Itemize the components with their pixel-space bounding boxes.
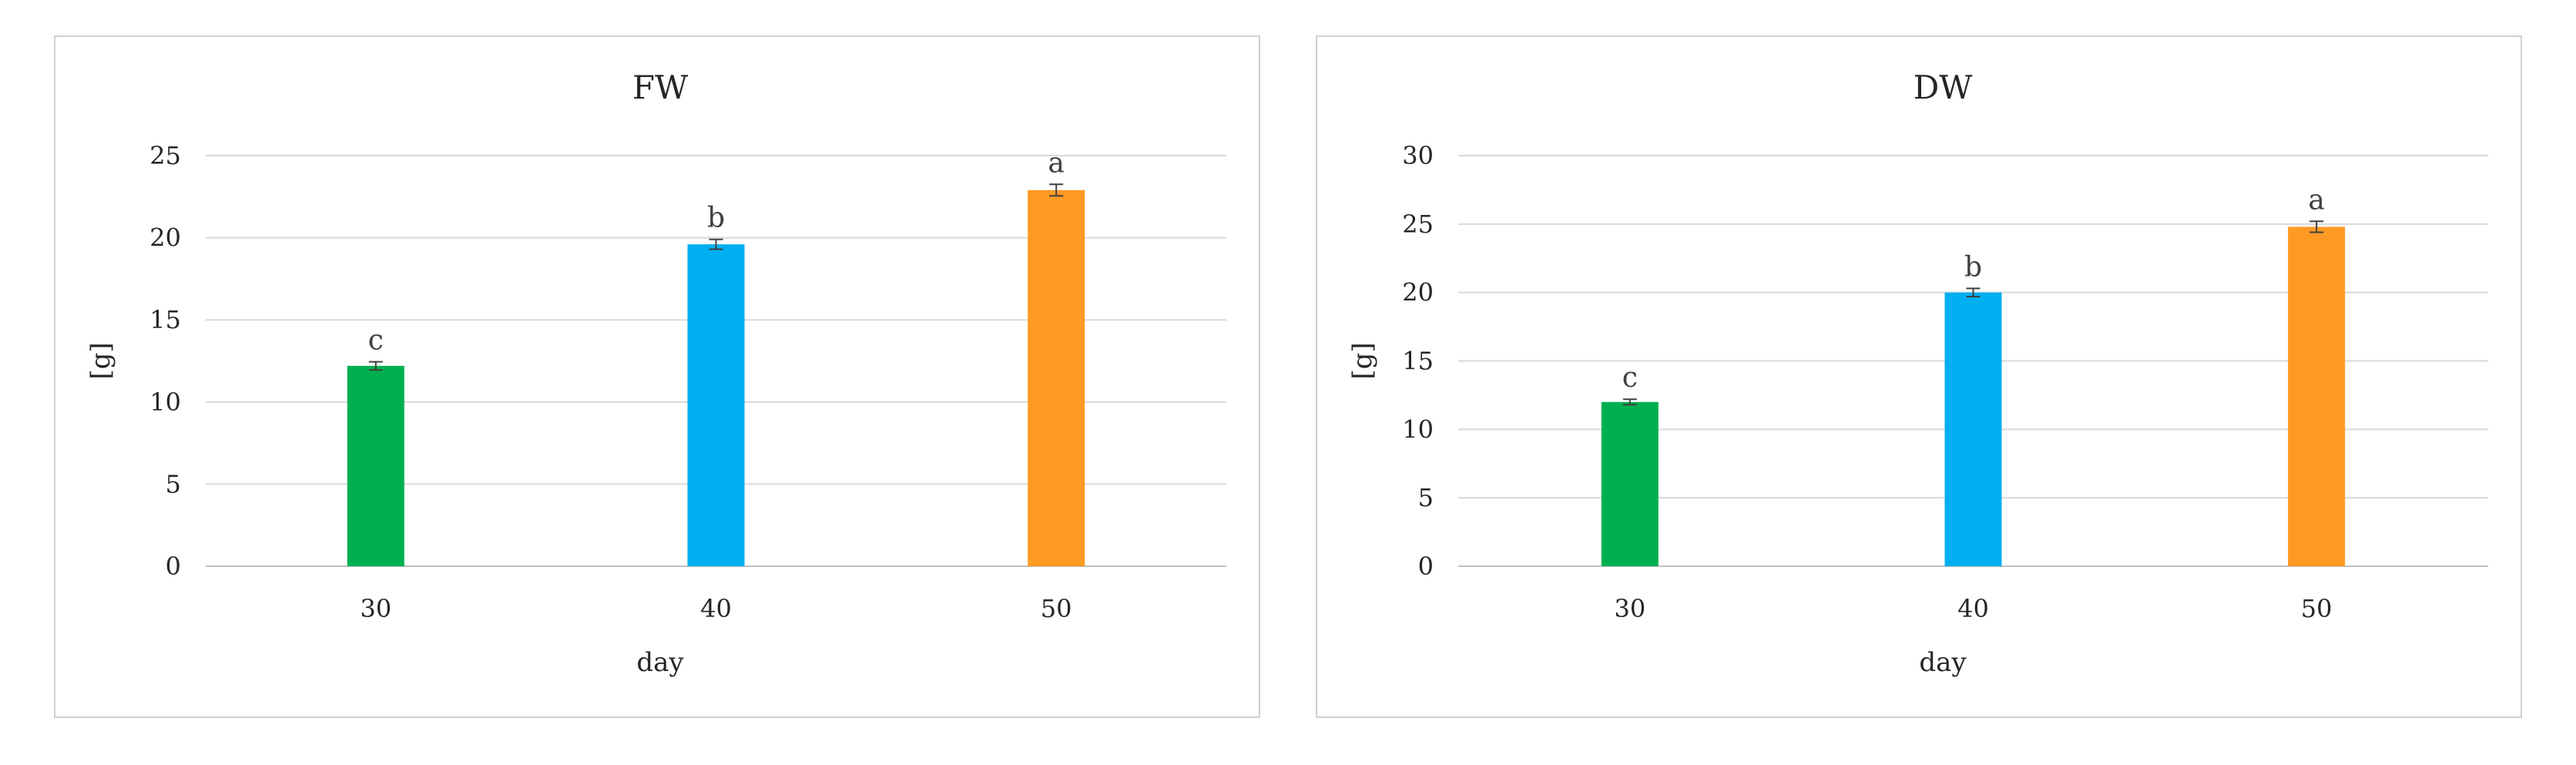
dw-chart-panel: DW 0 5 10 15 20 25 30 c 30 b 40 a 50 day [g]	[1316, 35, 2522, 718]
x-tick-label: 40	[1957, 594, 1989, 623]
y-axis-label: [g]	[1347, 342, 1378, 379]
y-tick-label: 15	[1402, 347, 1434, 376]
chart-title: FW	[632, 69, 689, 106]
significance-letter: b	[707, 203, 725, 234]
y-tick-label: 15	[149, 305, 181, 334]
dw-chart: DW 0 5 10 15 20 25 30 c 30 b 40 a 50 day [g]	[1347, 69, 2488, 678]
x-tick-label: 50	[2301, 594, 2333, 623]
x-tick-label: 50	[1041, 594, 1072, 623]
y-tick-label: 0	[1418, 552, 1434, 581]
bar-day-50	[1028, 190, 1085, 566]
y-tick-label: 20	[1402, 278, 1434, 307]
y-tick-label: 0	[166, 552, 181, 581]
y-tick-label: 5	[166, 469, 181, 498]
y-tick-label: 10	[1402, 414, 1434, 444]
bar-day-40	[1944, 292, 2002, 566]
y-tick-label: 5	[1418, 483, 1434, 512]
x-tick-label: 40	[700, 594, 732, 623]
x-axis-label: day	[636, 647, 684, 678]
significance-letter: a	[2308, 184, 2324, 216]
chart-title: DW	[1914, 69, 1974, 106]
y-axis-label: [g]	[86, 342, 116, 379]
y-tick-label: 10	[149, 388, 181, 417]
y-tick-label: 25	[1402, 210, 1434, 239]
bar-day-40	[687, 244, 745, 566]
fw-chart: FW 0 5 10 15 20 25 c 30 b 40 a 50 day [g]	[86, 69, 1226, 678]
x-tick-label: 30	[1614, 594, 1645, 623]
y-tick-label: 25	[149, 141, 181, 170]
bar-day-30	[347, 365, 404, 566]
x-axis-label: day	[1919, 647, 1967, 678]
fw-chart-panel: FW 0 5 10 15 20 25 c 30 b 40 a 50 day [g]	[54, 35, 1260, 718]
significance-letter: c	[368, 325, 384, 357]
significance-letter: b	[1964, 251, 1982, 283]
significance-letter: a	[1048, 147, 1064, 179]
x-tick-label: 30	[360, 594, 391, 623]
bar-day-30	[1601, 401, 1659, 566]
bar-day-50	[2288, 226, 2346, 566]
significance-letter: c	[1622, 362, 1638, 394]
y-tick-label: 20	[149, 223, 181, 253]
y-tick-label: 30	[1402, 141, 1434, 170]
